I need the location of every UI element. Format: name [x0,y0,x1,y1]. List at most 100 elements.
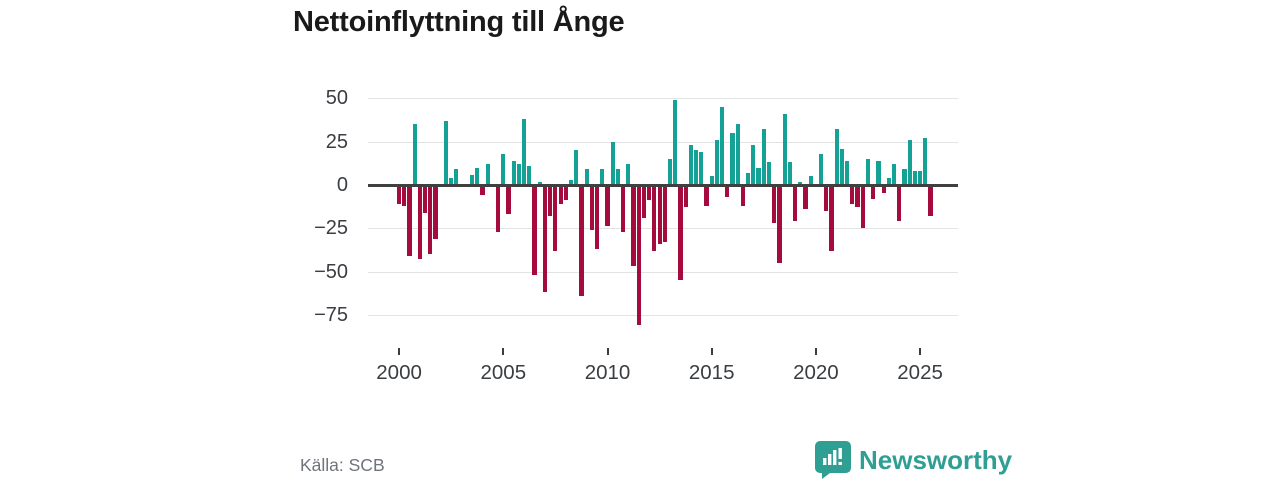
bar-2010Q2 [610,141,615,185]
bar-2012Q4 [662,186,667,243]
bar-2005Q3 [511,160,516,185]
bar-2007Q2 [548,186,553,216]
x-tick-label-2010: 2010 [584,361,631,384]
bar-2000Q2 [402,186,407,206]
bar-2025Q3 [928,186,933,216]
bar-2017Q1 [751,145,756,185]
bar-2020Q4 [829,186,834,251]
bar-2013Q2 [673,99,678,185]
bar-2012Q2 [652,186,657,251]
bar-2016Q2 [735,124,740,185]
newsworthy-logo-text: Newsworthy [859,444,1013,475]
bar-2020Q2 [819,153,824,185]
bar-2008Q3 [574,150,579,185]
bar-2021Q3 [845,160,850,185]
bar-2022Q2 [860,186,865,229]
bar-2000Q4 [412,124,417,185]
bar-2010Q1 [605,186,610,227]
source-caption: Källa: SCB [300,455,385,475]
bar-2004Q1 [480,186,485,196]
zero-axis-line [368,184,958,187]
bar-2010Q3 [615,169,620,185]
bar-2008Q1 [563,186,568,201]
bar-2005Q2 [506,186,511,215]
bar-2002Q4 [454,169,459,185]
bar-2022Q3 [865,158,871,185]
bar-2023Q1 [876,160,881,185]
bar-2007Q3 [553,186,558,251]
bar-2005Q4 [516,164,522,185]
bar-2014Q2 [693,150,699,185]
y-tick-label-50: 50 [325,87,348,110]
bar-2000Q3 [407,186,412,256]
bar-2011Q1 [626,164,631,185]
bar-2006Q1 [522,119,527,185]
bar-2015Q1 [709,176,714,185]
bar-2006Q3 [532,186,537,276]
bar-2003Q3 [469,174,475,185]
bar-2018Q3 [782,113,787,185]
bar-2004Q4 [495,186,501,232]
bar-2021Q2 [839,148,845,185]
gridline-y-25 [368,141,958,143]
bar-2009Q1 [584,169,589,185]
gridline-y-50 [368,98,958,100]
bar-2023Q4 [891,164,897,185]
bar-2016Q3 [740,186,746,206]
bar-2012Q1 [647,186,652,201]
y-axis-labels: 50 25 0 −25 −50 −75 [288,85,358,347]
bar-2014Q4 [704,186,709,206]
bar-2001Q4 [433,186,438,239]
bar-2017Q4 [766,162,772,185]
x-tick-label-2005: 2005 [480,361,527,384]
bar-2018Q2 [777,186,782,263]
bar-2018Q4 [787,162,792,185]
bar-2007Q1 [542,186,548,293]
bar-2015Q3 [720,106,725,185]
bar-2025Q1 [918,171,923,185]
newsworthy-logo[interactable]: Newsworthy [815,441,1012,479]
bar-2023Q3 [886,178,891,185]
bar-2010Q4 [621,186,626,232]
bar-2022Q4 [871,186,876,199]
bar-2014Q3 [699,152,704,185]
bar-2019Q1 [792,186,798,222]
gridline-y--75 [368,315,958,317]
bar-2009Q2 [589,186,594,230]
bar-2002Q3 [449,178,454,185]
bar-chart-plot-area: 2000 2005 2010 2015 2020 2025 [368,85,960,384]
bar-2014Q1 [688,145,693,185]
bar-2009Q4 [600,169,605,185]
page-title: Nettoinflyttning till Ånge [293,6,625,38]
bar-2023Q2 [881,186,886,194]
x-tick-mark-2000 [398,348,401,355]
bar-2011Q2 [631,186,636,267]
bar-2011Q3 [636,186,641,326]
bar-2006Q4 [537,181,542,185]
bar-2022Q1 [855,186,860,208]
bar-2008Q4 [579,186,584,296]
x-tick-mark-2010 [606,348,609,355]
bar-2002Q2 [443,120,449,185]
bar-2016Q4 [746,172,751,185]
bar-2013Q1 [667,158,673,185]
bar-2009Q3 [594,186,600,249]
bar-2015Q4 [725,186,730,197]
bar-2001Q1 [417,186,423,260]
bar-2021Q4 [850,186,855,204]
bar-2006Q2 [527,165,532,185]
x-tick-mark-2005 [502,348,505,355]
y-tick-label--75: −75 [314,304,348,327]
y-tick-label-25: 25 [325,130,348,153]
x-tick-mark-2015 [710,348,713,355]
bar-2019Q3 [803,186,808,210]
bar-2024Q2 [902,169,907,185]
x-tick-label-2020: 2020 [793,361,839,384]
y-tick-label-0: 0 [336,174,348,196]
bar-2015Q2 [714,139,719,185]
y-tick-label--50: −50 [314,260,348,283]
x-tick-label-2000: 2000 [376,361,422,384]
bar-2018Q1 [772,186,777,223]
x-tick-label-2025: 2025 [897,361,943,384]
bar-2000Q1 [397,186,402,204]
